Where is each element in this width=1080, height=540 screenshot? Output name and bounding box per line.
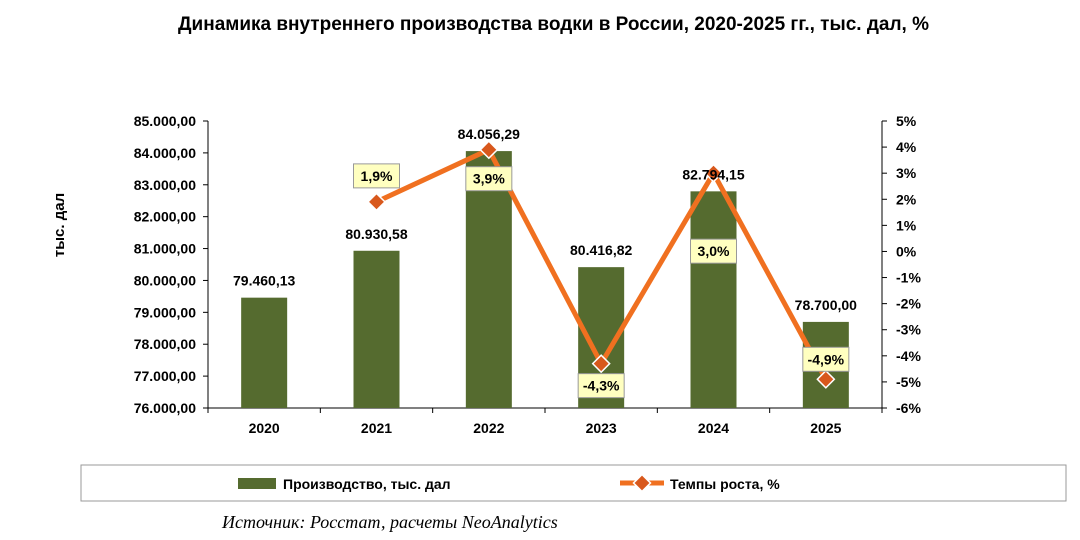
legend-bar-label: Производство, тыс. дал [283, 476, 451, 492]
y-tick-label-right: 1% [896, 217, 917, 233]
y-tick-label-right: 2% [896, 191, 917, 207]
growth-marker [366, 192, 387, 212]
growth-value-label: 1,9% [361, 168, 393, 184]
growth-value-label: 3,0% [698, 243, 730, 259]
chart-title: Динамика внутреннего производства водки … [178, 14, 929, 35]
y-tick-label-left: 81.000,00 [134, 241, 196, 257]
y-tick-label-right: 5% [896, 113, 917, 129]
y-tick-label-right: 4% [896, 139, 917, 155]
growth-label-box [802, 346, 850, 372]
y-tick-label-right: -6% [896, 400, 921, 416]
y-tick-label-left: 78.000,00 [134, 336, 196, 352]
legend-line-label: Темпы роста, % [670, 476, 780, 492]
y-tick-label-left: 84.000,00 [134, 145, 196, 161]
line-layer [366, 140, 836, 389]
growth-label-box [577, 373, 625, 399]
y-tick-label-left: 80.000,00 [134, 272, 196, 288]
growth-marker [479, 140, 499, 160]
growth-label-box [690, 238, 737, 264]
x-tick-label: 2025 [810, 420, 841, 436]
legend-line-marker [632, 473, 652, 493]
bars-layer [241, 151, 849, 408]
bar-value-label: 80.930,58 [345, 226, 407, 242]
x-tick-label: 2024 [698, 420, 729, 436]
growth-label-box [353, 163, 400, 189]
bar-value-label: 79.460,13 [233, 273, 295, 289]
data-labels-layer: 79.460,13 80.930,58 84.056,29 80.416,82 82.7… [233, 126, 857, 399]
x-tick-label: 2023 [586, 420, 617, 436]
y-tick-label-left: 82.000,00 [134, 209, 196, 225]
bar-value-label: 84.056,29 [458, 126, 520, 142]
y-tick-label-left: 83.000,00 [134, 177, 196, 193]
growth-marker [703, 163, 724, 183]
y-axis-label: тыс. дал [51, 193, 68, 257]
y-tick-label-left: 79.000,00 [134, 304, 196, 320]
y-tick-label-right: -1% [896, 270, 921, 286]
legend-bar-swatch [238, 478, 276, 489]
growth-value-label: -4,3% [583, 378, 620, 394]
axes-layer: 76.000,00 77.000,00 78.000,00 79.000,00 80.0… [134, 113, 922, 436]
bar [465, 151, 512, 408]
y-tick-label-left: 76.000,00 [134, 400, 196, 416]
y-tick-label-right: -2% [896, 296, 921, 312]
y-tick-label-right: -3% [896, 322, 921, 338]
growth-value-label: -4,9% [808, 351, 845, 367]
y-tick-label-right: 3% [896, 165, 917, 181]
x-tick-label: 2020 [249, 420, 280, 436]
legend-box [80, 464, 1067, 502]
bar-value-label: 82.794,15 [682, 166, 744, 182]
growth-label-box [465, 166, 513, 192]
y-tick-label-right: -5% [896, 374, 921, 390]
bar [353, 250, 400, 408]
y-tick-label-left: 85.000,00 [134, 113, 196, 129]
growth-marker [591, 354, 611, 374]
x-tick-label: 2021 [361, 420, 392, 436]
x-tick-label: 2022 [473, 420, 504, 436]
bar-value-label: 80.416,82 [570, 242, 632, 258]
bar [241, 297, 288, 408]
source-note: Источник: Росстат, расчеты NeoAnalytics [222, 512, 558, 532]
bar [690, 191, 737, 408]
y-tick-label-left: 77.000,00 [134, 368, 196, 384]
y-tick-label-right: -4% [896, 348, 921, 364]
bar-value-label: 78.700,00 [795, 297, 857, 313]
growth-marker [816, 369, 836, 389]
growth-value-label: 3,9% [473, 171, 505, 187]
y-tick-label-right: 0% [896, 243, 917, 259]
